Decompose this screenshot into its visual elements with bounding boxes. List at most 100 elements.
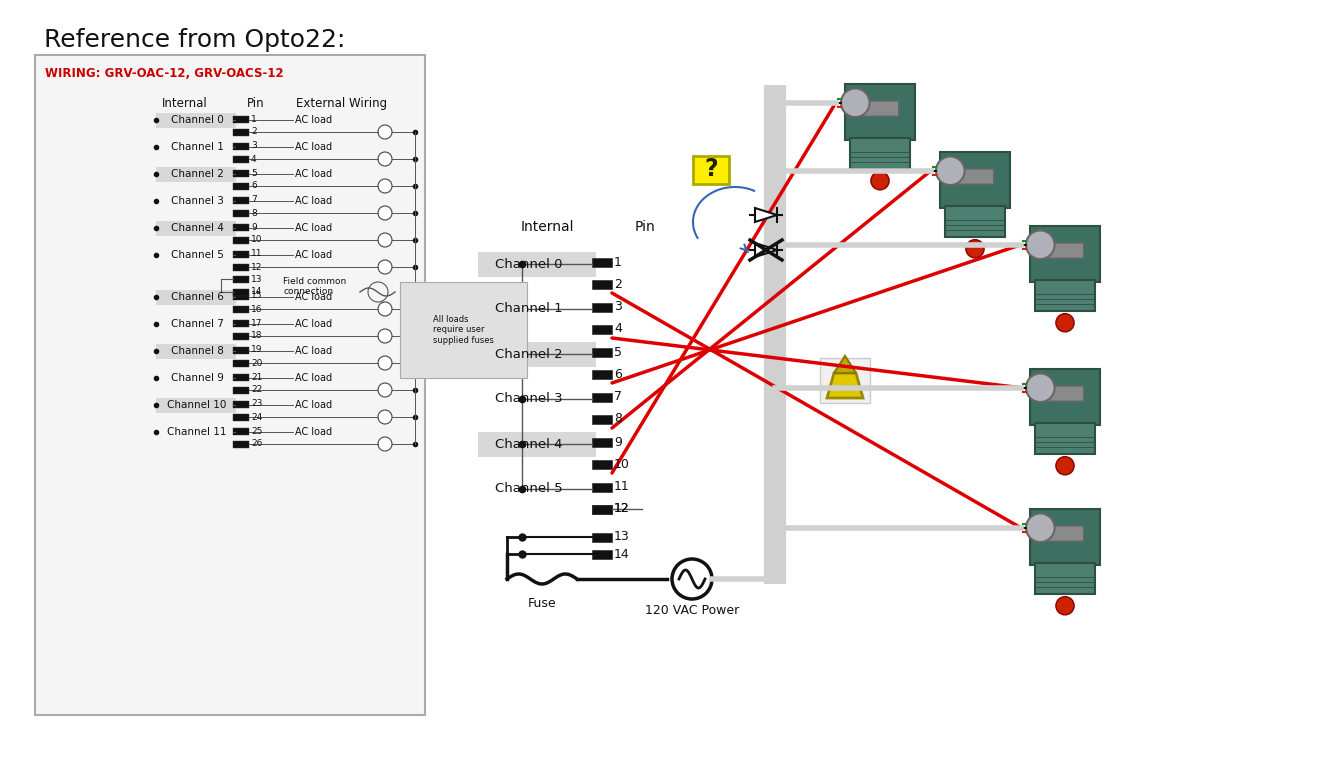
Text: AC load: AC load xyxy=(295,346,333,356)
Text: 120 VAC Power: 120 VAC Power xyxy=(646,604,739,617)
Text: 20: 20 xyxy=(252,359,262,367)
Bar xyxy=(156,221,236,236)
Bar xyxy=(592,483,612,492)
Text: 7: 7 xyxy=(614,391,622,403)
Text: 3: 3 xyxy=(252,142,257,151)
Circle shape xyxy=(672,559,712,599)
Bar xyxy=(233,374,249,381)
Circle shape xyxy=(870,172,889,190)
Bar xyxy=(820,358,870,403)
FancyBboxPatch shape xyxy=(693,156,729,184)
Text: 10: 10 xyxy=(614,457,630,471)
Text: 4: 4 xyxy=(252,154,257,164)
Text: AC load: AC load xyxy=(295,400,333,410)
Bar xyxy=(233,170,249,177)
Text: 26: 26 xyxy=(252,440,262,448)
Text: Channel 3: Channel 3 xyxy=(495,392,563,406)
Bar xyxy=(233,441,249,448)
Bar xyxy=(478,432,596,457)
Bar xyxy=(592,370,612,379)
Circle shape xyxy=(378,302,393,316)
Bar xyxy=(233,276,249,283)
Bar xyxy=(233,237,249,244)
Text: Channel 7: Channel 7 xyxy=(170,319,224,329)
Text: 22: 22 xyxy=(252,385,262,394)
Text: ?: ? xyxy=(704,157,717,181)
Text: 23: 23 xyxy=(252,400,262,409)
Text: AC load: AC load xyxy=(295,319,333,329)
Bar xyxy=(592,550,612,559)
Text: 13: 13 xyxy=(614,531,630,544)
Bar xyxy=(156,398,236,413)
Text: AC load: AC load xyxy=(295,373,333,383)
Text: Channel 1: Channel 1 xyxy=(495,303,563,316)
FancyBboxPatch shape xyxy=(1034,422,1095,453)
Text: Channel 2: Channel 2 xyxy=(170,169,224,179)
Bar xyxy=(233,251,249,258)
Text: Pin: Pin xyxy=(248,97,265,110)
Circle shape xyxy=(1055,597,1074,615)
Text: 2: 2 xyxy=(252,127,257,136)
Text: AC load: AC load xyxy=(295,115,333,125)
Bar xyxy=(233,183,249,190)
Text: 14: 14 xyxy=(614,547,630,560)
Circle shape xyxy=(936,157,965,185)
Text: 6: 6 xyxy=(252,182,257,191)
Text: AC load: AC load xyxy=(295,196,333,206)
Text: Internal: Internal xyxy=(162,97,208,110)
Text: 12: 12 xyxy=(614,503,630,516)
Text: 3: 3 xyxy=(614,301,622,313)
Bar xyxy=(233,387,249,394)
Text: 8: 8 xyxy=(252,208,257,217)
Polygon shape xyxy=(827,373,862,398)
Circle shape xyxy=(378,125,393,139)
Bar xyxy=(592,348,612,357)
Text: Channel 6: Channel 6 xyxy=(170,292,224,302)
Circle shape xyxy=(378,437,393,451)
Text: 17: 17 xyxy=(252,319,262,328)
FancyBboxPatch shape xyxy=(1030,226,1099,282)
Polygon shape xyxy=(755,243,777,257)
Bar xyxy=(233,289,249,296)
Circle shape xyxy=(378,383,393,397)
Bar xyxy=(478,252,596,277)
Polygon shape xyxy=(835,356,856,373)
Text: AC load: AC load xyxy=(295,427,333,437)
Bar xyxy=(592,438,612,447)
Text: 7: 7 xyxy=(252,195,257,204)
Text: Channel 4: Channel 4 xyxy=(495,438,563,450)
Circle shape xyxy=(378,260,393,274)
Text: 16: 16 xyxy=(252,304,262,313)
FancyBboxPatch shape xyxy=(945,205,1005,237)
Bar xyxy=(233,210,249,217)
Bar xyxy=(233,428,249,435)
Text: 9: 9 xyxy=(252,223,257,232)
Text: 2: 2 xyxy=(614,278,622,291)
Bar xyxy=(233,129,249,136)
Text: 11: 11 xyxy=(252,250,262,258)
Circle shape xyxy=(1026,513,1054,542)
FancyBboxPatch shape xyxy=(849,138,910,169)
Text: Internal: Internal xyxy=(520,220,574,234)
Bar xyxy=(233,143,249,150)
Bar xyxy=(233,360,249,367)
Bar xyxy=(592,505,612,514)
FancyBboxPatch shape xyxy=(1046,386,1083,401)
Text: WIRING: GRV-OAC-12, GRV-OACS-12: WIRING: GRV-OAC-12, GRV-OACS-12 xyxy=(45,67,284,80)
Text: Channel 3: Channel 3 xyxy=(170,196,224,206)
Text: Channel 5: Channel 5 xyxy=(170,250,224,260)
Text: 24: 24 xyxy=(252,413,262,422)
Circle shape xyxy=(378,233,393,247)
Text: 12: 12 xyxy=(614,503,630,516)
Text: Channel 8: Channel 8 xyxy=(170,346,224,356)
Circle shape xyxy=(1055,456,1074,475)
FancyBboxPatch shape xyxy=(1030,369,1099,425)
Circle shape xyxy=(1055,313,1074,332)
Text: Channel 1: Channel 1 xyxy=(170,142,224,152)
Text: 14: 14 xyxy=(252,288,262,297)
Bar xyxy=(233,347,249,354)
Bar xyxy=(156,344,236,359)
Circle shape xyxy=(966,240,984,258)
FancyBboxPatch shape xyxy=(956,169,994,184)
Bar xyxy=(35,55,425,715)
